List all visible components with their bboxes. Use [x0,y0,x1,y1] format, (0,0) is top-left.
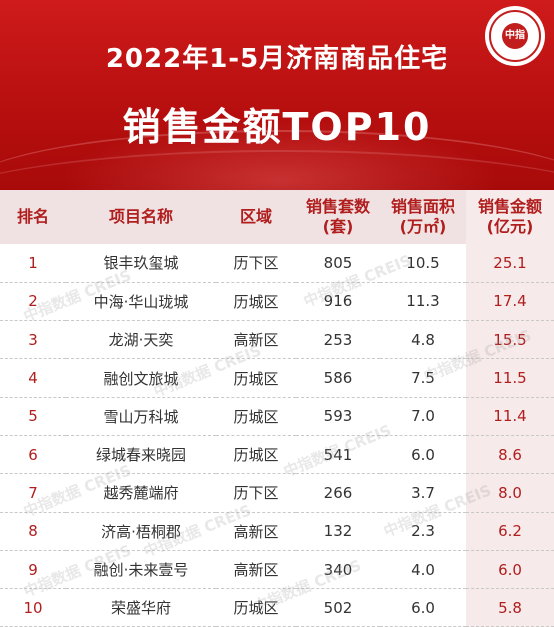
cell-district: 高新区 [216,512,296,551]
cell-amount: 11.4 [466,397,554,436]
cell-area: 10.5 [380,244,466,283]
column-header-rank: 排名 [16,207,49,226]
cell-name: 融创·未来壹号 [66,550,216,590]
cell-name: 龙湖·天奕 [66,320,216,360]
cell-rank: 6 [0,435,66,475]
cell-district: 历城区 [216,397,296,436]
cell-rank: 4 [0,358,66,398]
table-row: 1 银丰玖玺城 历下区 805 10.5 25.1 [0,244,554,283]
cell-amount: 15.5 [466,320,554,360]
cell-units: 132 [296,512,380,551]
table-row: 9 融创·未来壹号 高新区 340 4.0 6.0 [0,550,554,590]
cell-units: 805 [296,244,380,283]
cell-district: 高新区 [216,320,296,360]
cell-name: 荣盛华府 [66,588,216,627]
cell-area: 2.3 [380,512,466,551]
table-row: 2 中海·华山珑城 历城区 916 11.3 17.4 [0,282,554,322]
cell-area: 6.0 [380,588,466,627]
cell-units: 502 [296,588,380,627]
cell-amount: 8.0 [466,473,554,513]
table-row: 5 雪山万科城 历城区 593 7.0 11.4 [0,397,554,436]
column-header-area: 销售面积 (万㎡) [390,197,455,236]
cell-district: 历城区 [216,358,296,398]
title-banner: 2022年1-5月济南商品住宅 销售金额TOP10 中指 [0,0,554,190]
cell-units: 541 [296,435,380,475]
creis-seal-logo: 中指 [485,6,545,66]
seal-ring [489,10,541,62]
table-row: 6 绿城春来晓园 历城区 541 6.0 8.6 [0,435,554,475]
cell-rank: 5 [0,397,66,436]
cell-name: 融创文旅城 [66,358,216,398]
table-row: 8 济高·梧桐郡 高新区 132 2.3 6.2 [0,512,554,551]
table-row: 4 融创文旅城 历城区 586 7.5 11.5 [0,358,554,398]
cell-area: 11.3 [380,282,466,322]
cell-amount: 8.6 [466,435,554,475]
column-header-name: 项目名称 [108,207,173,226]
table-row: 3 龙湖·天奕 高新区 253 4.8 15.5 [0,320,554,360]
cell-name: 济高·梧桐郡 [66,512,216,551]
cell-area: 4.0 [380,550,466,590]
cell-district: 历下区 [216,473,296,513]
cell-rank: 9 [0,550,66,590]
table-row: 7 越秀麓端府 历下区 266 3.7 8.0 [0,473,554,513]
cell-district: 历城区 [216,282,296,322]
table-header-row: 排名 项目名称 区域 销售套数 (套) 销售面积 (万㎡) 销售金额 (亿元) [0,190,554,244]
cell-units: 253 [296,320,380,360]
cell-rank: 7 [0,473,66,513]
cell-area: 3.7 [380,473,466,513]
column-header-amount: 销售金额 (亿元) [466,190,554,244]
cell-area: 7.0 [380,397,466,436]
cell-area: 7.5 [380,358,466,398]
banner-wave [0,150,554,190]
cell-amount: 6.2 [466,512,554,551]
cell-amount: 17.4 [466,282,554,322]
cell-amount: 11.5 [466,358,554,398]
cell-rank: 2 [0,282,66,322]
cell-name: 雪山万科城 [66,397,216,436]
title-line-2: 销售金额TOP10 [122,105,432,149]
column-header-district: 区域 [239,207,272,226]
cell-rank: 10 [0,588,66,627]
cell-district: 历城区 [216,435,296,475]
cell-units: 266 [296,473,380,513]
banner-wave [0,130,554,190]
cell-name: 越秀麓端府 [66,473,216,513]
cell-rank: 1 [0,244,66,283]
table-body: 1 银丰玖玺城 历下区 805 10.5 25.1 2 中海·华山珑城 历城区 916 11.3 17… [0,244,554,627]
cell-area: 6.0 [380,435,466,475]
cell-amount: 5.8 [466,588,554,627]
cell-units: 916 [296,282,380,322]
cell-rank: 3 [0,320,66,360]
cell-units: 340 [296,550,380,590]
cell-name: 绿城春来晓园 [66,435,216,475]
cell-district: 历城区 [216,588,296,627]
cell-district: 高新区 [216,550,296,590]
cell-amount: 6.0 [466,550,554,590]
cell-name: 中海·华山珑城 [66,282,216,322]
column-header-units: 销售套数 (套) [305,197,370,236]
cell-name: 银丰玖玺城 [66,244,216,283]
table-row: 10 荣盛华府 历城区 502 6.0 5.8 [0,588,554,627]
cell-rank: 8 [0,512,66,551]
cell-district: 历下区 [216,244,296,283]
seal-center: 中指 [502,23,528,49]
cell-amount: 25.1 [466,244,554,283]
cell-units: 593 [296,397,380,436]
title-line-1: 2022年1-5月济南商品住宅 [105,44,449,74]
cell-area: 4.8 [380,320,466,360]
cell-units: 586 [296,358,380,398]
ranking-table: 排名 项目名称 区域 销售套数 (套) 销售面积 (万㎡) 销售金额 (亿元) 1 银丰玖玺… [0,190,554,627]
